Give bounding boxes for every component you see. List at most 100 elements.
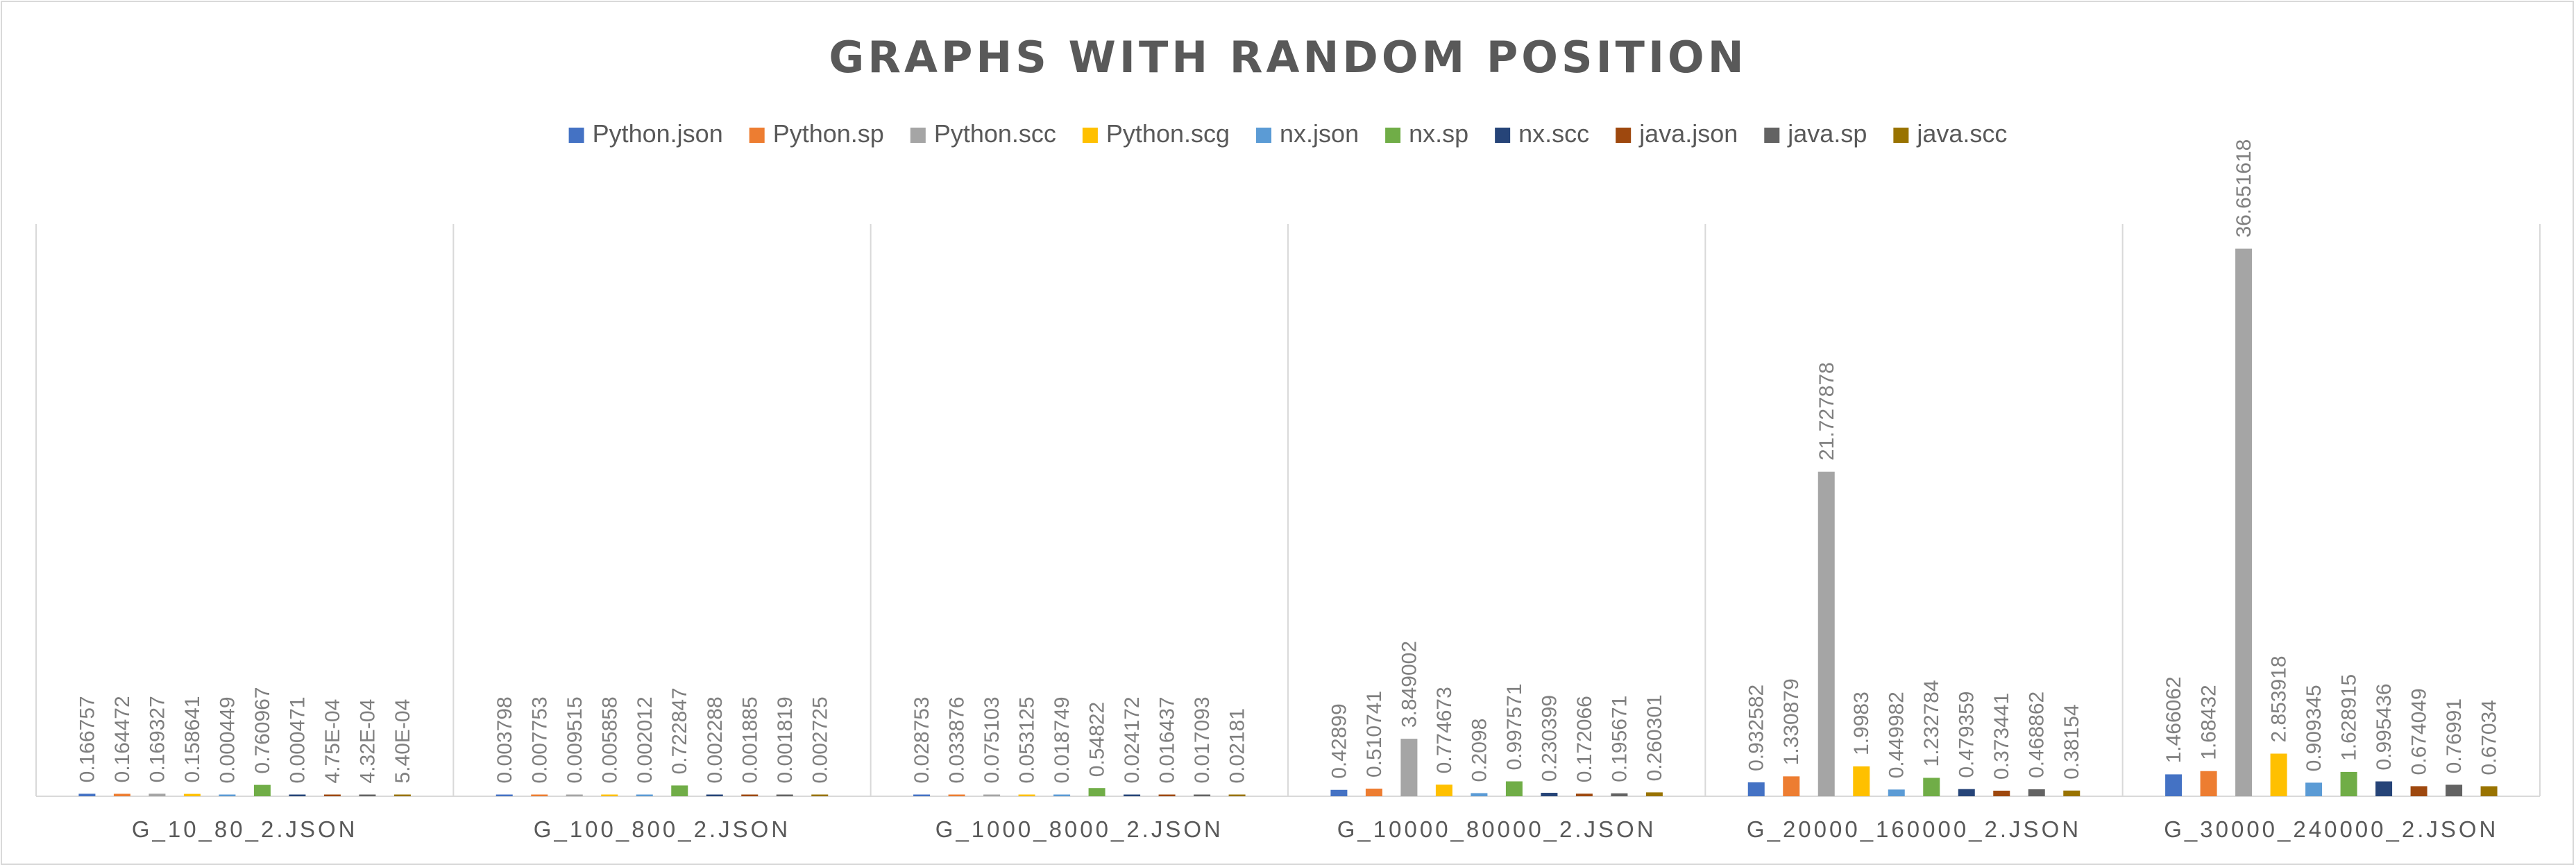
bar-python-scc-5 (1817, 472, 1835, 796)
data-label: 0.017093 (1191, 696, 1214, 783)
bar-java-json-5 (1993, 790, 2010, 796)
bar-java-scc-6 (2480, 786, 2498, 796)
bar-python-scg-3 (1018, 794, 1035, 796)
bar-nx-json-5 (1888, 789, 1905, 796)
bar-java-scc-1 (393, 794, 411, 796)
data-label: 0.02181 (1226, 708, 1249, 783)
data-label: 1.330879 (1780, 678, 1803, 765)
bar-nx-sp-5 (1923, 778, 1940, 796)
legend: Python.json Python.sp Python.scc Python.scg… (568, 119, 2007, 148)
data-label: 0.000471 (286, 696, 309, 783)
legend-swatch (568, 128, 584, 143)
legend-label: nx.scc (1518, 119, 1589, 148)
data-label: 0.002725 (808, 696, 831, 783)
bar-nx-sp-3 (1088, 788, 1105, 796)
bar-python-json-4 (1330, 789, 1348, 796)
bar-python-json-2 (495, 794, 513, 796)
data-label: 0.166757 (76, 696, 99, 782)
bar-python-scg-1 (183, 793, 201, 796)
data-label: 0.195671 (1608, 696, 1631, 782)
bar-java-sp-2 (776, 794, 793, 796)
legend-label: nx.json (1280, 119, 1359, 148)
bar-nx-sp-6 (2340, 771, 2357, 796)
bar-python-scg-5 (1853, 766, 1870, 796)
category-label: G_20000_160000_2.JSON (1747, 816, 2081, 842)
data-label: 1.68432 (2198, 685, 2221, 759)
data-label: 0.009515 (564, 696, 586, 783)
bar-python-sp-4 (1365, 788, 1382, 796)
bar-java-sp-4 (1611, 793, 1628, 796)
bar-nx-scc-2 (706, 794, 723, 796)
bar-python-scc-3 (983, 794, 1001, 796)
legend-label: java.json (1638, 119, 1738, 148)
bar-nx-json-1 (219, 794, 236, 796)
data-label: 0.164472 (111, 696, 134, 782)
bar-python-scc-2 (566, 794, 583, 796)
plot-area: 0.166757 0.164472 0.169327 0.158641 0.000449… (35, 139, 2541, 842)
data-label: 0.007753 (528, 696, 551, 783)
legend-swatch (1616, 128, 1632, 143)
data-label: 0.674049 (2408, 688, 2431, 775)
data-label: 0.024172 (1121, 696, 1144, 783)
data-label: 4.75E-04 (321, 699, 344, 784)
data-label: 0.997571 (1503, 683, 1526, 770)
data-label: 0.053125 (1016, 696, 1039, 783)
bar-java-sp-1 (359, 794, 376, 796)
legend-item-nx-sp: nx.sp (1385, 119, 1468, 148)
data-label: 0.260301 (1643, 694, 1666, 781)
legend-swatch (1764, 128, 1780, 143)
bar-nx-json-2 (636, 794, 653, 796)
data-label: 0.468862 (2026, 692, 2049, 778)
legend-label: java.sp (1787, 119, 1867, 148)
data-label: 0.000449 (216, 696, 239, 783)
legend-item-python-sp: Python.sp (749, 119, 884, 148)
bar-java-json-3 (1158, 794, 1176, 796)
legend-swatch (1893, 128, 1909, 143)
bar-python-json-5 (1747, 782, 1765, 796)
category-label: G_10_80_2.JSON (132, 816, 358, 842)
data-label: 1.9983 (1850, 692, 1873, 755)
bar-nx-scc-6 (2375, 781, 2393, 796)
bar-nx-sp-4 (1505, 781, 1523, 796)
data-label: 0.001819 (774, 696, 797, 783)
category-label: G_10000_80000_2.JSON (1337, 816, 1656, 842)
data-label: 0.38154 (2060, 704, 2083, 779)
bar-java-json-4 (1575, 793, 1593, 796)
data-label: 1.466062 (2162, 676, 2185, 763)
data-label: 0.67034 (2478, 700, 2501, 775)
bar-java-sp-5 (2028, 789, 2045, 796)
legend-item-python-json: Python.json (568, 119, 723, 148)
bar-python-json-1 (78, 793, 96, 796)
bar-nx-sp-1 (253, 784, 271, 796)
data-label: 0.373441 (1990, 693, 2013, 780)
bar-java-json-1 (323, 794, 341, 796)
data-label: 0.001885 (738, 696, 761, 783)
legend-label: java.scc (1916, 119, 2007, 148)
bar-python-scc-4 (1400, 739, 1418, 796)
data-label: 0.002012 (634, 696, 656, 783)
data-label: 0.510741 (1363, 691, 1386, 778)
legend-swatch (749, 128, 765, 143)
legend-swatch (1495, 128, 1511, 143)
bar-java-scc-3 (1228, 794, 1246, 796)
bar-python-sp-6 (2200, 771, 2217, 796)
bar-python-scg-6 (2270, 753, 2287, 796)
category-label: G_30000_240000_2.JSON (2164, 816, 2498, 842)
data-label: 0.172066 (1573, 696, 1596, 782)
data-label: 0.016437 (1156, 696, 1179, 783)
data-label: 0.449982 (1886, 692, 1908, 778)
bar-python-sp-3 (948, 794, 965, 796)
bar-java-scc-4 (1645, 792, 1663, 796)
legend-label: Python.scg (1106, 119, 1230, 148)
chart-title: GRAPHS WITH RANDOM POSITION (829, 32, 1747, 83)
data-label: 0.158641 (181, 696, 204, 782)
bar-java-sp-6 (2446, 784, 2463, 796)
bar-nx-json-6 (2305, 782, 2323, 796)
data-label: 4.32E-04 (356, 699, 379, 784)
legend-label: Python.sp (773, 119, 884, 148)
bar-java-json-6 (2410, 786, 2427, 796)
data-label: 0.230399 (1538, 695, 1561, 782)
bar-python-scg-4 (1435, 784, 1452, 796)
legend-item-python-scg: Python.scg (1082, 119, 1230, 148)
data-label: 0.760967 (251, 687, 274, 773)
